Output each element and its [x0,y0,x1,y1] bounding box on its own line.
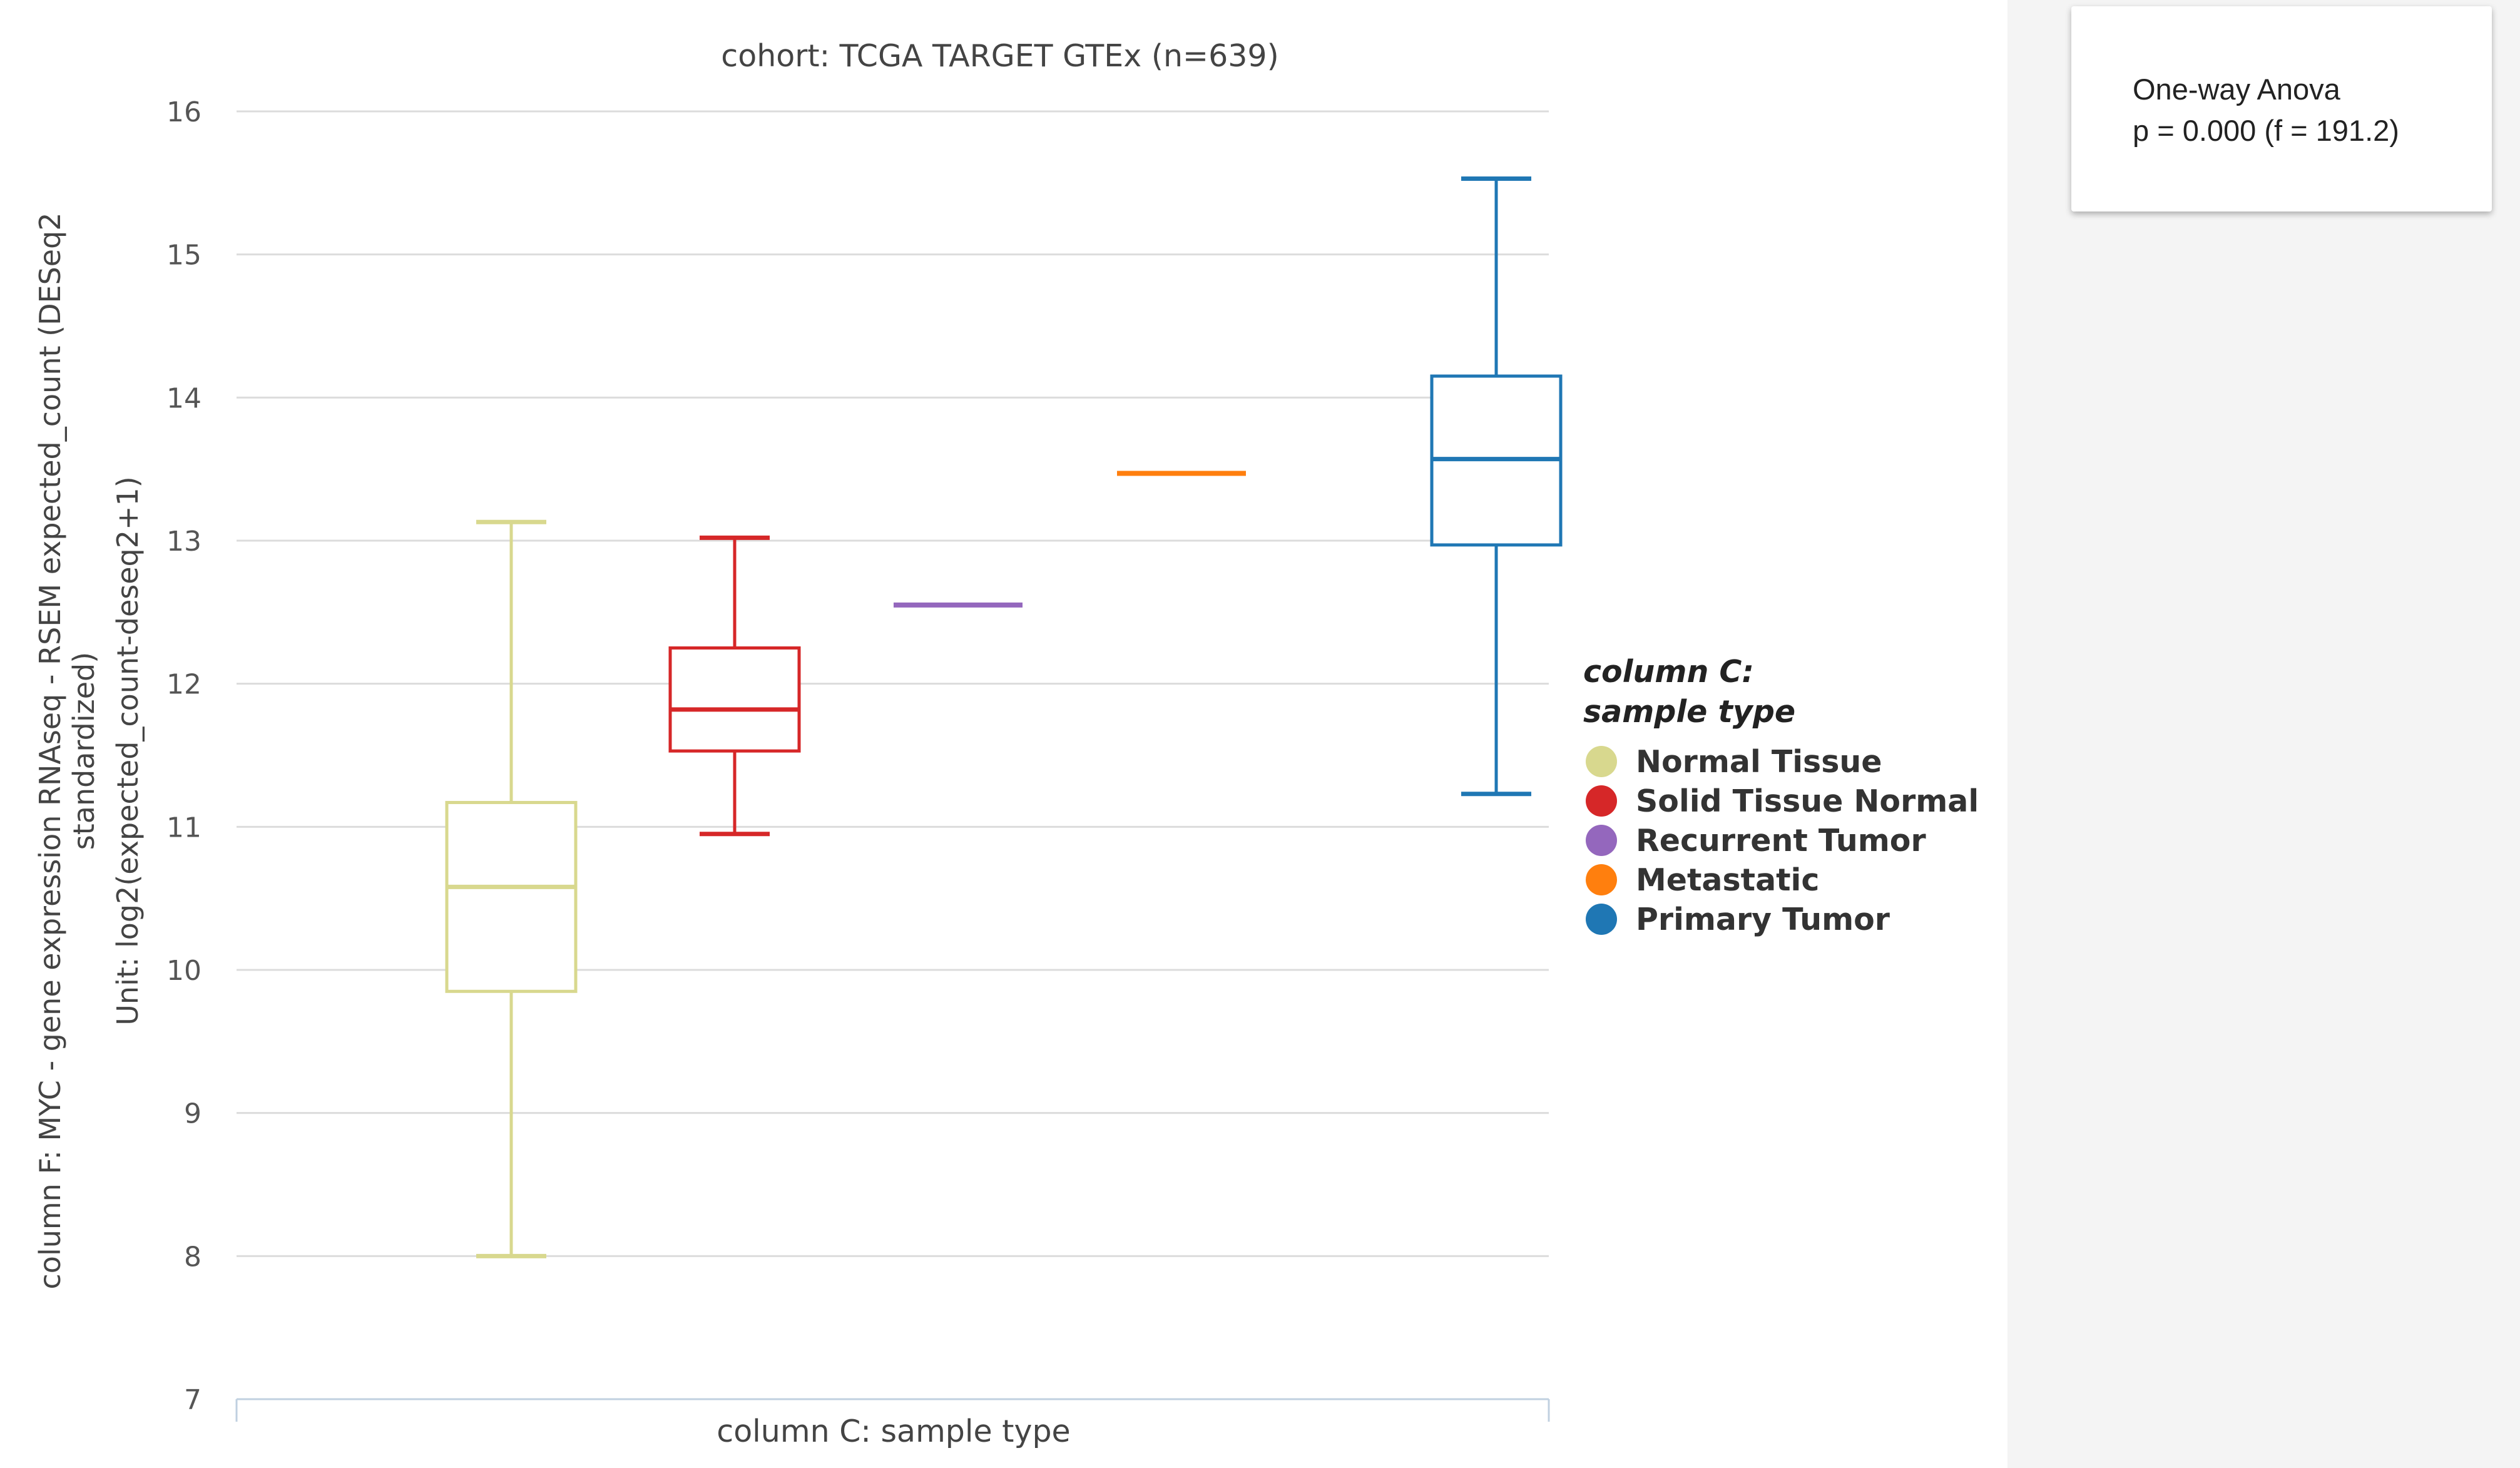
y-tick-label: 7 [184,1384,201,1416]
y-axis-label: column F: MYC - gene expression RNAseq -… [33,212,145,1289]
y-tick-label: 13 [166,526,201,558]
chart-title: cohort: TCGA TARGET GTEx (n=639) [721,38,1278,74]
box-normal-tissue [445,519,578,1258]
anova-stats-card: One-way Anova p = 0.000 (f = 191.2) [2071,6,2492,212]
anova-result: p = 0.000 (f = 191.2) [2133,114,2399,147]
box-primary-tumor [1430,176,1563,797]
legend-swatch [1586,904,1617,935]
chart-panel: 7 8 9 10 11 12 13 14 15 16 cohort: TCGA TARGET GT… [0,0,2007,1468]
legend-swatch [1586,864,1617,895]
y-tick-label: 9 [184,1098,201,1130]
legend-item-label: Solid Tissue Normal [1636,783,1979,819]
box-iqr [668,646,801,753]
x-axis-label: column C: sample type [717,1414,1070,1449]
legend-title-line: sample type [1583,694,1795,730]
box-iqr [445,800,578,993]
legend-item-label: Primary Tumor [1636,902,1890,937]
anova-test-name: One-way Anova [2133,73,2340,106]
y-tick-label: 12 [166,669,201,701]
y-tick-label: 10 [166,955,201,987]
legend-item-label: Normal Tissue [1636,744,1882,780]
y-tick-label: 15 [166,240,201,272]
legend-swatch [1586,746,1617,777]
legend-title-line: column C: [1583,654,1754,690]
y-axis-label-line: Unit: log2(expected_count-deseq2+1) [111,476,145,1026]
box-solid-tissue-normal [668,535,801,837]
y-tick-label: 8 [184,1241,201,1273]
y-tick-label: 11 [166,812,201,844]
boxes [445,176,1563,1258]
legend-item-label: Recurrent Tumor [1636,823,1926,859]
y-tick-label: 16 [166,96,201,128]
legend-item-label: Metastatic [1636,862,1819,898]
legend-swatch [1586,825,1617,856]
y-axis-label-line: standardized) [67,652,101,850]
y-axis-label-line: column F: MYC - gene expression RNAseq -… [33,212,67,1289]
box-plot-chart: 7 8 9 10 11 12 13 14 15 16 cohort: TCGA TARGET GT… [33,38,1979,1449]
y-tick-label: 14 [166,382,201,414]
legend-swatch [1586,785,1617,817]
grid-lines [237,110,1549,1257]
axes: 7 8 9 10 11 12 13 14 15 16 [166,96,1550,1422]
